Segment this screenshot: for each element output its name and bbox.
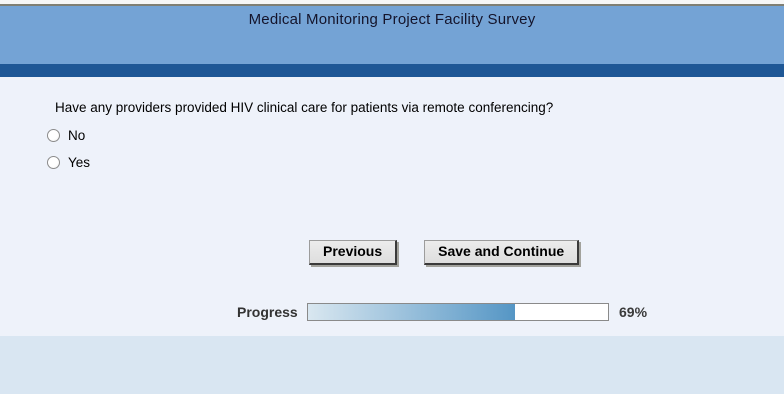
radio-button-yes[interactable]: [47, 156, 60, 169]
radio-label-no: No: [68, 128, 86, 143]
radio-option-no[interactable]: No: [47, 128, 85, 143]
bottom-strip: [0, 394, 784, 400]
progress-label: Progress: [237, 304, 298, 320]
progress-row: Progress 69%: [0, 303, 784, 321]
page-title: Medical Monitoring Project Facility Surv…: [248, 11, 536, 28]
progress-percent: 69%: [619, 304, 648, 320]
header-band: Medical Monitoring Project Facility Surv…: [0, 6, 784, 64]
save-continue-button[interactable]: Save and Continue: [424, 240, 580, 265]
header-accent-stripe: [0, 64, 784, 77]
content-area: Have any providers provided HIV clinical…: [0, 77, 784, 336]
radio-option-yes[interactable]: Yes: [47, 155, 90, 170]
radio-label-yes: Yes: [68, 155, 91, 170]
top-strip: [0, 0, 784, 6]
question-text: Have any providers provided HIV clinical…: [55, 100, 554, 115]
radio-button-no[interactable]: [47, 129, 60, 142]
footer-band: [0, 336, 784, 394]
progress-bar: [307, 303, 609, 321]
buttons-row: Previous Save and Continue: [309, 240, 580, 265]
previous-button[interactable]: Previous: [309, 240, 398, 265]
progress-fill: [308, 304, 515, 320]
